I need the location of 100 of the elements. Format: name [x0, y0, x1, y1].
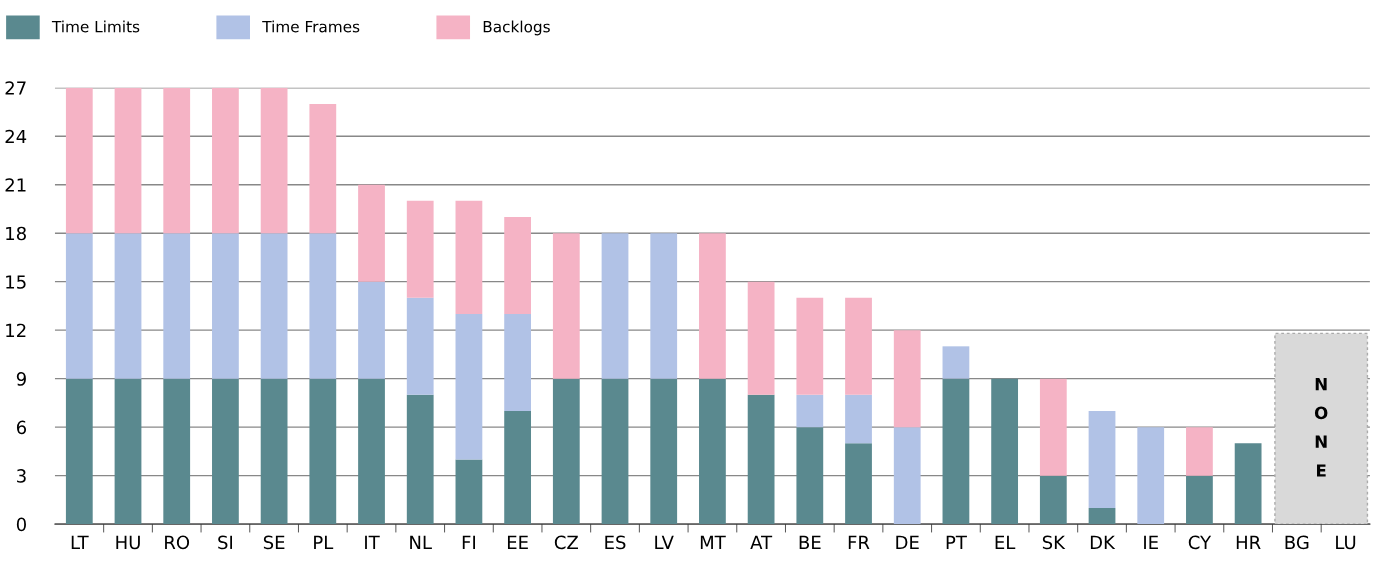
y-tick-label: 6 — [16, 420, 27, 435]
x-tick-label: PL — [314, 535, 334, 549]
x-tick-label: DE — [896, 535, 919, 549]
bar — [406, 297, 434, 395]
bar — [212, 87, 239, 234]
x-tick-label: SI — [218, 535, 233, 550]
bar — [1039, 378, 1067, 476]
bar — [163, 233, 191, 379]
bar — [504, 410, 532, 525]
annotation: NONE — [1314, 378, 1328, 477]
x-tick-label: CY — [1188, 535, 1212, 550]
bar — [747, 394, 775, 525]
bar — [650, 378, 678, 525]
x-tick-label: MT — [700, 535, 726, 549]
bar — [260, 233, 288, 379]
x-tick-label: EL — [995, 535, 1016, 549]
bar — [65, 87, 93, 234]
bar — [358, 378, 385, 525]
bar — [1088, 507, 1116, 525]
bar — [991, 378, 1019, 525]
bar — [65, 233, 93, 379]
x-tick-label: NL — [410, 535, 432, 549]
y-tick-label: 18 — [6, 226, 26, 241]
x-tick-label: BG — [1285, 535, 1309, 550]
legend-label: Time Frames — [262, 20, 360, 33]
bar — [552, 233, 580, 379]
y-tick-label: 12 — [6, 323, 26, 338]
bar — [163, 378, 191, 525]
x-tick-label: SK — [1042, 535, 1066, 550]
bar — [699, 378, 726, 525]
bar — [65, 378, 93, 525]
x-tick-label: LU — [1336, 535, 1356, 550]
bar — [504, 217, 532, 314]
y-tick-label: 0 — [16, 517, 26, 532]
y-tick-label: 24 — [5, 129, 27, 144]
bar — [260, 87, 288, 234]
bar — [114, 233, 142, 379]
bar — [796, 297, 824, 395]
x-tick-label: PT — [946, 535, 967, 549]
y-tick-label: 3 — [17, 469, 26, 483]
bar — [845, 297, 872, 395]
y-tick-label: 21 — [5, 178, 26, 192]
x-tick-label: CZ — [554, 535, 578, 550]
bar — [309, 378, 337, 525]
bar — [893, 427, 921, 525]
bar — [845, 443, 872, 525]
bar — [893, 330, 921, 428]
bar — [406, 200, 434, 298]
bar — [942, 378, 970, 525]
x-tick-label: EE — [507, 535, 528, 549]
bar — [358, 281, 385, 379]
bar — [1234, 443, 1262, 525]
bar — [212, 378, 239, 525]
x-tick-label: AT — [750, 535, 773, 549]
bar — [260, 378, 288, 525]
bar — [1186, 427, 1213, 476]
y-tick-label: 9 — [16, 372, 26, 386]
bar — [455, 200, 483, 314]
bar — [455, 459, 483, 525]
bar — [1186, 475, 1213, 525]
bar — [1088, 410, 1116, 508]
bar — [650, 233, 678, 379]
bar — [747, 281, 775, 395]
x-tick-label: SE — [263, 535, 285, 550]
bar — [1137, 427, 1165, 525]
x-tick-label: IT — [365, 535, 380, 549]
bar — [845, 394, 872, 444]
bar — [358, 184, 385, 282]
x-tick-label: RO — [165, 535, 190, 550]
bar — [601, 233, 629, 379]
bar — [942, 346, 970, 379]
bar — [406, 394, 434, 525]
bar — [212, 233, 239, 379]
bar — [114, 378, 142, 525]
legend-label: Time Limits — [51, 20, 140, 33]
x-tick-label: DK — [1090, 535, 1116, 549]
x-tick-label: HU — [116, 535, 140, 550]
x-tick-label: HR — [1236, 535, 1261, 549]
bar — [504, 314, 532, 411]
bar — [163, 87, 191, 234]
bar — [796, 427, 824, 525]
x-tick-label: BE — [799, 535, 821, 549]
x-tick-label: LV — [655, 535, 674, 549]
bar — [699, 233, 726, 379]
x-tick-label: LT — [71, 535, 89, 549]
bar — [552, 378, 580, 525]
x-tick-label: FI — [462, 535, 475, 549]
bar — [796, 394, 824, 428]
x-tick-label: FR — [848, 535, 870, 549]
x-tick-label: ES — [605, 535, 626, 550]
bar — [601, 378, 629, 525]
bar — [309, 233, 337, 379]
y-tick-label: 27 — [5, 81, 26, 95]
y-tick-label: 15 — [6, 275, 26, 289]
x-tick-label: IE — [1144, 535, 1158, 549]
legend-label: Backlogs — [483, 20, 550, 36]
bar — [455, 314, 483, 460]
bar — [114, 87, 142, 234]
bar — [1039, 475, 1067, 525]
bar — [309, 103, 337, 234]
